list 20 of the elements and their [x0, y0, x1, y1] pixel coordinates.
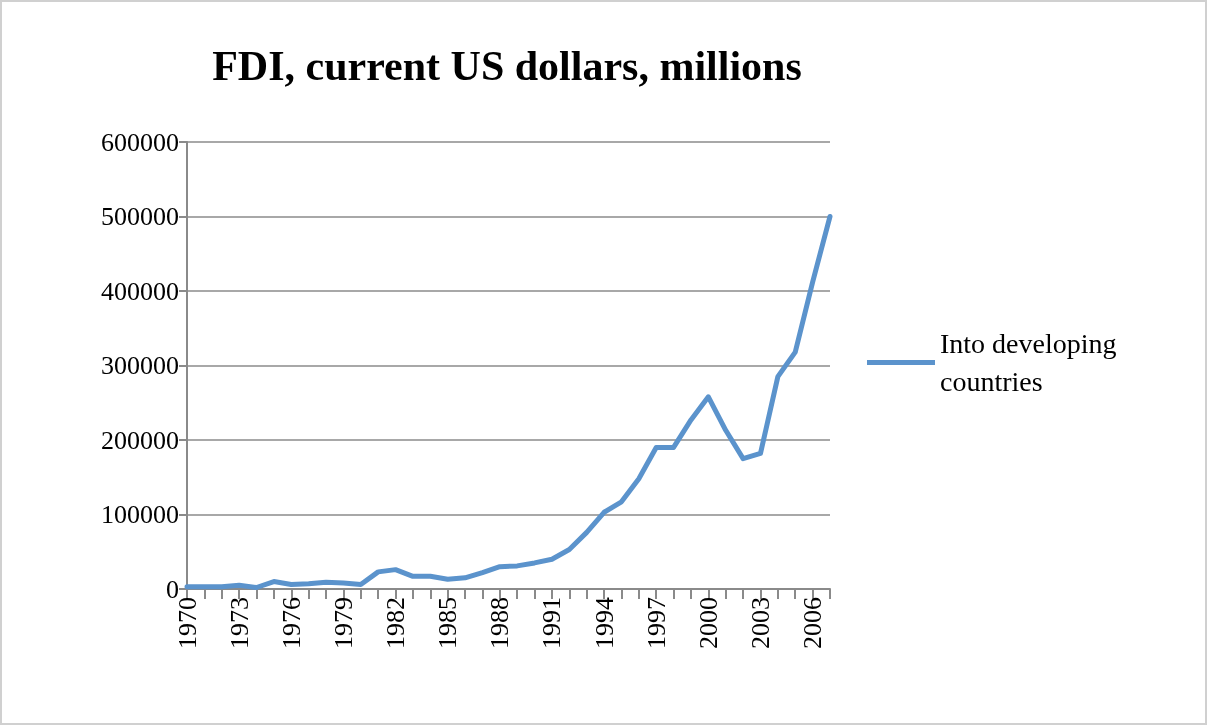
x-tick-label: 1976 [276, 597, 306, 649]
y-tick-label: 300000 [101, 351, 179, 380]
y-tick-label: 600000 [101, 127, 179, 157]
x-tick-label: 1973 [224, 597, 254, 649]
y-tick-label: 100000 [101, 500, 179, 529]
y-tick-label: 400000 [101, 276, 179, 306]
x-tick-label: 1997 [641, 597, 671, 649]
x-tick-label: 1991 [537, 597, 567, 649]
chart-title: FDI, current US dollars, millions [212, 43, 802, 89]
x-tick-label: 2006 [798, 597, 828, 649]
x-tick-label: 1988 [485, 597, 515, 649]
x-tick-label: 2000 [693, 597, 723, 649]
x-tick-label: 1982 [381, 597, 411, 649]
x-tick-label: 1985 [433, 597, 463, 649]
x-tick-label: 1979 [328, 597, 358, 649]
legend-label: Into developing countries [940, 328, 1124, 397]
y-tick-label: 500000 [101, 202, 179, 231]
x-tick-label: 2003 [745, 597, 775, 649]
x-tick-label: 1994 [589, 597, 619, 649]
y-tick-label: 200000 [101, 425, 179, 455]
